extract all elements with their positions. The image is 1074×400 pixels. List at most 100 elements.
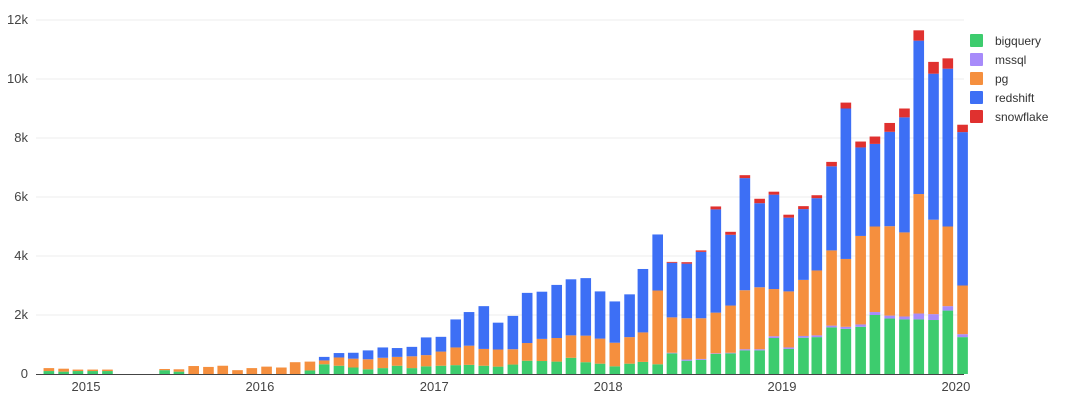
- bar-snowflake[interactable]: [855, 141, 866, 148]
- bar-redshift[interactable]: [435, 336, 447, 352]
- bar-mssql[interactable]: [928, 314, 939, 321]
- bar-snowflake[interactable]: [884, 122, 896, 132]
- bar-pg[interactable]: [768, 289, 780, 337]
- bar-redshift[interactable]: [798, 209, 809, 280]
- bar-snowflake[interactable]: [942, 58, 954, 69]
- bar-bigquery[interactable]: [521, 360, 533, 374]
- bar-bigquery[interactable]: [899, 319, 910, 374]
- bar-snowflake[interactable]: [811, 195, 823, 199]
- bar-redshift[interactable]: [580, 278, 592, 336]
- bar-mssql[interactable]: [899, 316, 910, 320]
- bar-pg[interactable]: [377, 357, 389, 369]
- bar-pg[interactable]: [536, 338, 548, 362]
- bar-redshift[interactable]: [652, 234, 664, 291]
- bar-bigquery[interactable]: [666, 353, 678, 374]
- bar-mssql[interactable]: [710, 353, 722, 354]
- bar-redshift[interactable]: [768, 194, 780, 290]
- bar-bigquery[interactable]: [362, 369, 374, 374]
- bar-snowflake[interactable]: [869, 136, 881, 144]
- bar-pg[interactable]: [72, 369, 84, 372]
- bar-mssql[interactable]: [798, 335, 809, 338]
- bar-bigquery[interactable]: [884, 318, 896, 374]
- bar-snowflake[interactable]: [840, 102, 852, 109]
- legend-item-pg[interactable]: pg: [970, 69, 1048, 88]
- bar-pg[interactable]: [246, 368, 258, 374]
- bar-mssql[interactable]: [783, 347, 795, 349]
- bar-pg[interactable]: [173, 369, 185, 372]
- bar-mssql[interactable]: [811, 335, 823, 338]
- bar-redshift[interactable]: [754, 203, 765, 288]
- bar-redshift[interactable]: [492, 322, 504, 350]
- bar-mssql[interactable]: [855, 324, 866, 327]
- bar-pg[interactable]: [884, 226, 896, 316]
- bar-bigquery[interactable]: [942, 310, 954, 374]
- bar-bigquery[interactable]: [957, 337, 968, 374]
- bar-mssql[interactable]: [942, 306, 954, 311]
- bar-redshift[interactable]: [406, 346, 418, 357]
- bar-pg[interactable]: [159, 368, 170, 371]
- bar-bigquery[interactable]: [913, 319, 925, 374]
- bar-snowflake[interactable]: [695, 250, 707, 252]
- bar-redshift[interactable]: [463, 312, 475, 346]
- bar-snowflake[interactable]: [710, 206, 722, 210]
- bar-pg[interactable]: [507, 349, 519, 365]
- bar-mssql[interactable]: [681, 359, 693, 361]
- bar-bigquery[interactable]: [811, 337, 823, 374]
- bar-pg[interactable]: [957, 285, 968, 335]
- bar-redshift[interactable]: [624, 294, 635, 338]
- bar-snowflake[interactable]: [666, 261, 678, 263]
- bar-pg[interactable]: [232, 370, 243, 374]
- bar-bigquery[interactable]: [450, 365, 462, 374]
- legend-item-redshift[interactable]: redshift: [970, 88, 1048, 107]
- bar-pg[interactable]: [304, 361, 316, 371]
- bar-bigquery[interactable]: [102, 371, 113, 374]
- bar-bigquery[interactable]: [580, 362, 592, 374]
- bar-bigquery[interactable]: [739, 350, 751, 374]
- bar-redshift[interactable]: [957, 132, 968, 286]
- bar-redshift[interactable]: [594, 291, 606, 339]
- bar-bigquery[interactable]: [159, 370, 170, 374]
- bar-mssql[interactable]: [695, 358, 707, 360]
- bar-pg[interactable]: [43, 368, 55, 372]
- bar-bigquery[interactable]: [826, 327, 837, 374]
- bar-bigquery[interactable]: [551, 361, 563, 374]
- bar-mssql[interactable]: [768, 336, 780, 339]
- bar-redshift[interactable]: [521, 292, 533, 344]
- bar-pg[interactable]: [754, 287, 765, 350]
- bar-pg[interactable]: [594, 338, 606, 364]
- bar-redshift[interactable]: [333, 353, 345, 358]
- legend-item-mssql[interactable]: mssql: [970, 50, 1048, 69]
- bar-redshift[interactable]: [377, 347, 389, 358]
- bar-bigquery[interactable]: [72, 371, 84, 374]
- bar-bigquery[interactable]: [435, 365, 447, 374]
- bar-bigquery[interactable]: [536, 361, 548, 374]
- bar-redshift[interactable]: [725, 234, 736, 306]
- bar-snowflake[interactable]: [798, 206, 809, 210]
- bar-snowflake[interactable]: [768, 191, 780, 195]
- bar-pg[interactable]: [811, 270, 823, 336]
- bar-redshift[interactable]: [666, 262, 678, 318]
- bar-bigquery[interactable]: [652, 364, 664, 374]
- bar-mssql[interactable]: [884, 315, 896, 319]
- bar-pg[interactable]: [609, 342, 621, 367]
- bar-pg[interactable]: [899, 232, 910, 317]
- bar-pg[interactable]: [289, 362, 301, 374]
- bar-bigquery[interactable]: [87, 371, 99, 374]
- bar-redshift[interactable]: [840, 108, 852, 259]
- bar-pg[interactable]: [725, 305, 736, 353]
- bar-pg[interactable]: [942, 226, 954, 307]
- bar-pg[interactable]: [637, 332, 649, 362]
- bar-mssql[interactable]: [739, 349, 751, 351]
- bar-bigquery[interactable]: [725, 353, 736, 374]
- bar-bigquery[interactable]: [681, 360, 693, 374]
- bar-pg[interactable]: [521, 343, 533, 361]
- bar-snowflake[interactable]: [826, 161, 837, 167]
- bar-redshift[interactable]: [420, 337, 432, 356]
- bar-redshift[interactable]: [826, 166, 837, 251]
- bar-redshift[interactable]: [884, 131, 896, 227]
- bar-pg[interactable]: [695, 318, 707, 359]
- bar-pg[interactable]: [840, 258, 852, 327]
- bar-pg[interactable]: [391, 356, 403, 366]
- bar-pg[interactable]: [420, 355, 432, 367]
- bar-mssql[interactable]: [725, 352, 736, 354]
